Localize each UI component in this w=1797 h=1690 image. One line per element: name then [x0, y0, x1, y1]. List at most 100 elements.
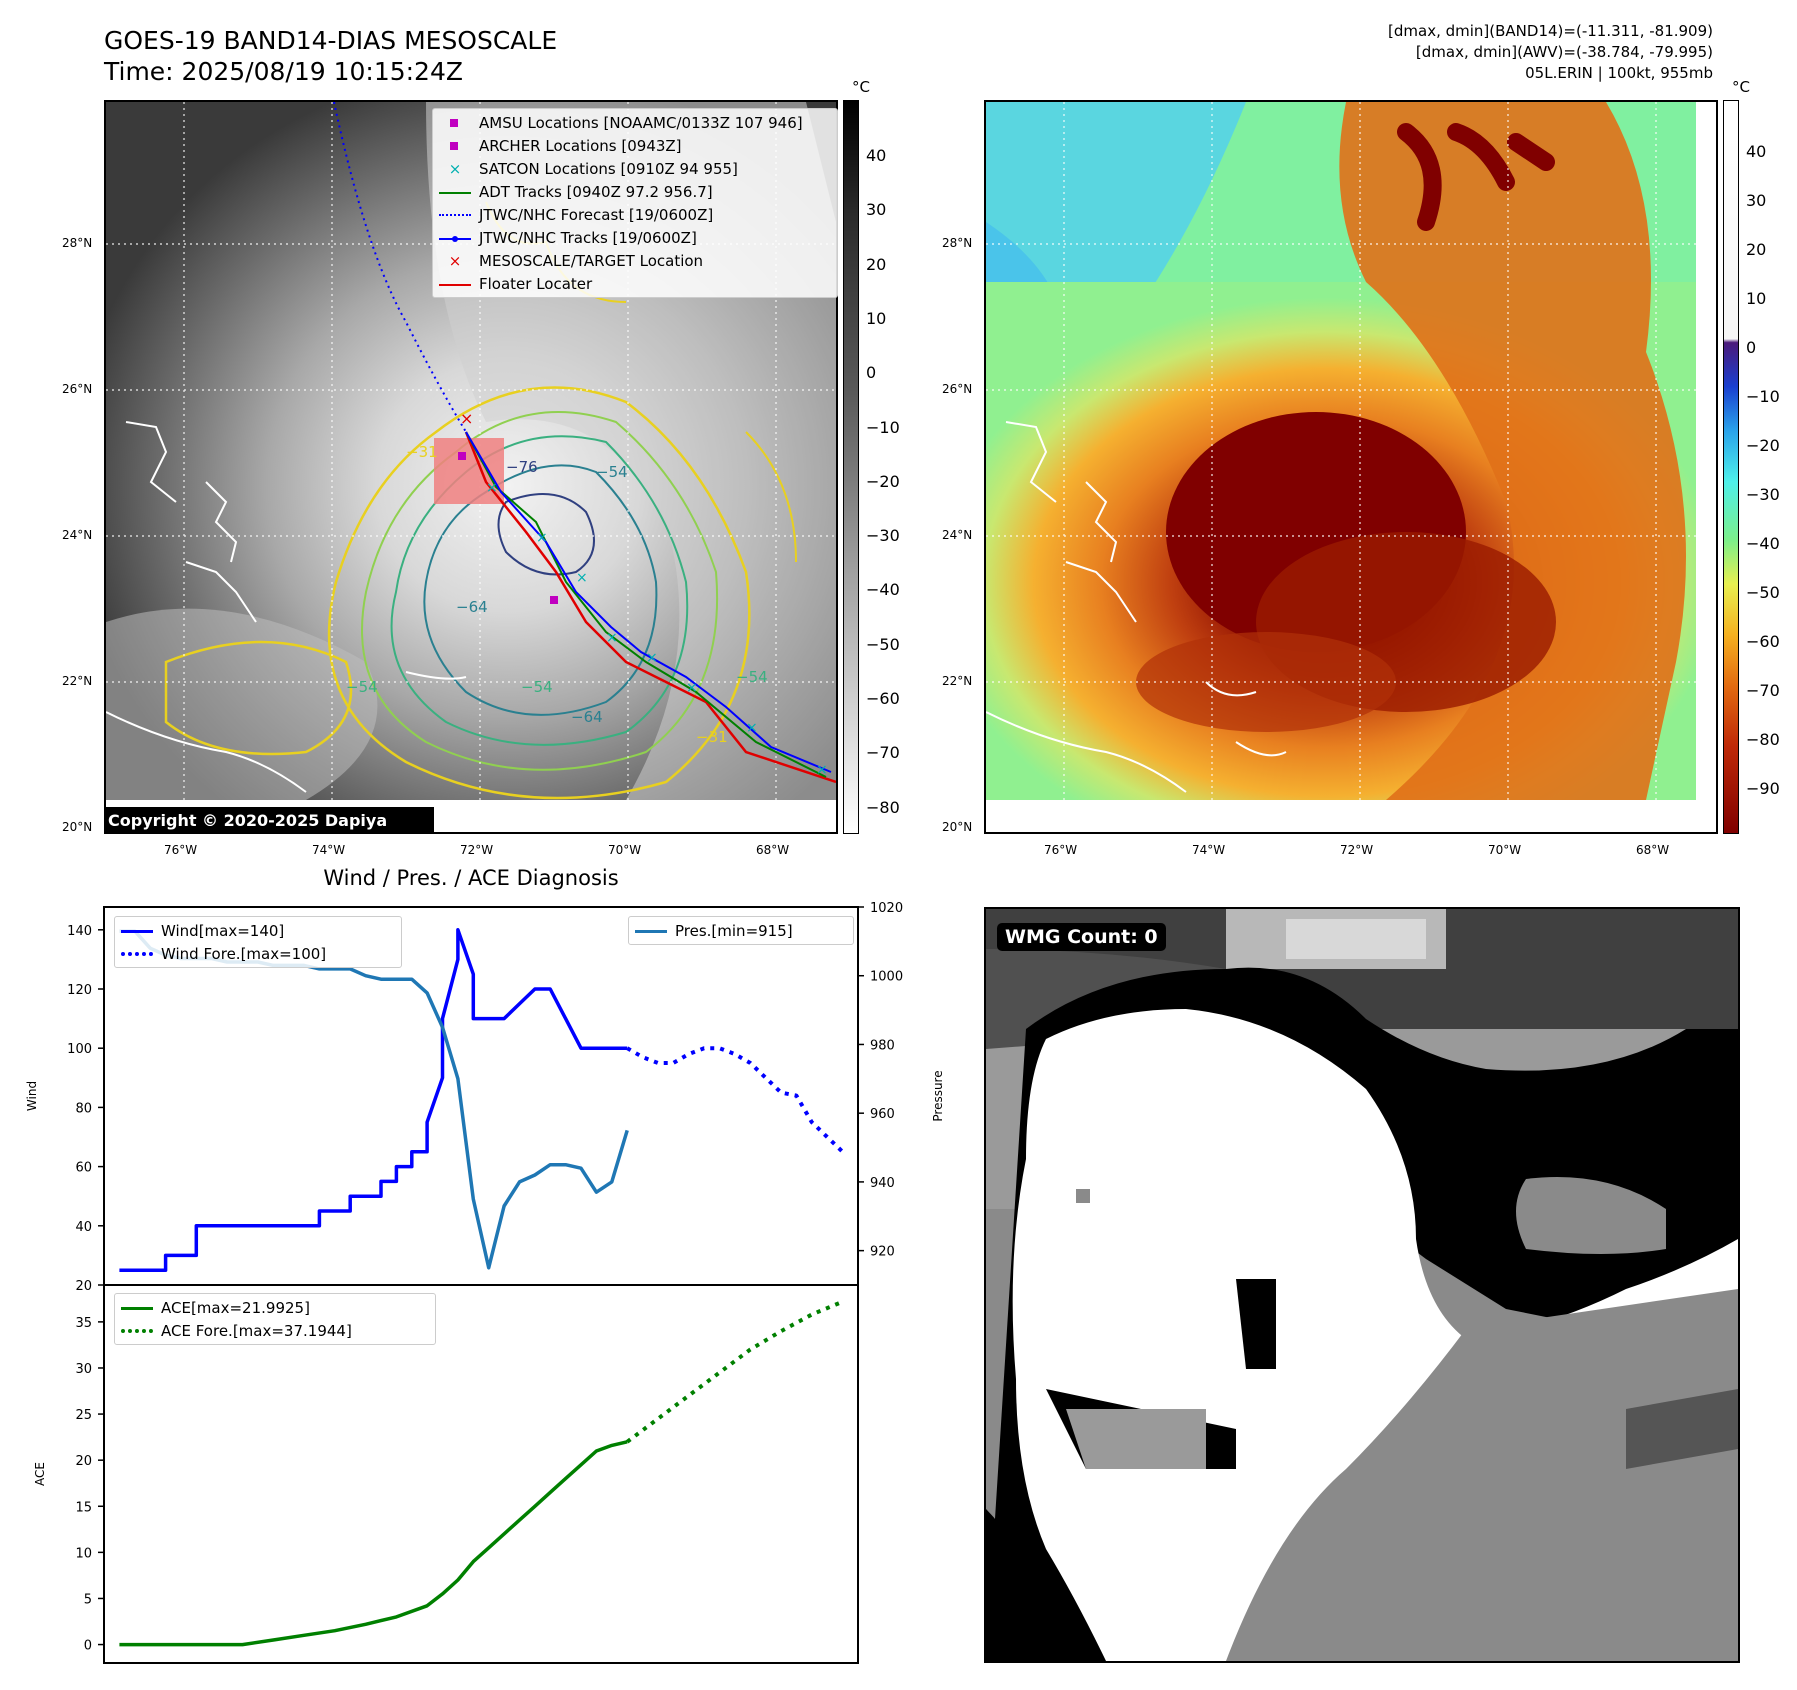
colorbar-tick-label: −80 — [1746, 730, 1780, 749]
svg-text:×: × — [460, 409, 473, 428]
lon-label: 76°W — [164, 843, 198, 857]
legend-entry-floater: Floater Locater — [437, 272, 833, 295]
colorbar-tick-label: −40 — [1746, 534, 1780, 553]
lon-label: 68°W — [1636, 843, 1670, 857]
colorbar-tick-label: −50 — [866, 634, 900, 654]
lon-label: 72°W — [1340, 843, 1374, 857]
colorbar-tick-label: −60 — [1746, 632, 1780, 651]
colorbar-tick-label: −90 — [1746, 779, 1780, 798]
ace-tick-label: 25 — [75, 1408, 92, 1423]
svg-text:×: × — [606, 630, 618, 646]
contour-label: −54 — [346, 678, 378, 696]
copyright-banner: Copyright © 2020-2025 Dapiya — [104, 807, 434, 834]
legend-entry-target: × MESOSCALE/TARGET Location — [448, 251, 704, 270]
awv-map-svg — [986, 102, 1716, 832]
legend-entry-wind: Wind[max=140] — [119, 919, 397, 942]
map-legend: AMSU Locations [NOAAMC/0133Z 107 946] AR… — [432, 108, 838, 298]
lat-label: 20°N — [942, 820, 973, 834]
lon-label: 70°W — [608, 843, 642, 857]
lon-label: 72°W — [460, 843, 494, 857]
legend-entry-pressure: Pres.[min=915] — [633, 919, 849, 942]
legend-entry-tracks: JTWC/NHC Tracks [19/0600Z] — [437, 226, 833, 249]
wind-tick-label: 120 — [67, 983, 92, 998]
wind-tick-label: 20 — [75, 1279, 92, 1294]
ace-tick-label: 30 — [75, 1362, 92, 1377]
contour-label: −54 — [521, 678, 553, 696]
colorbar-tick-label: 30 — [866, 200, 887, 220]
storm-info: 05L.ERIN | 100kt, 955mb — [1525, 64, 1713, 82]
ace-tick-label: 15 — [75, 1500, 92, 1515]
colorbar-tick-label: 20 — [866, 254, 887, 274]
wmg-count-badge: WMG Count: 0 — [997, 923, 1166, 951]
band14-stats: [dmax, dmin](BAND14)=(-11.311, -81.909) — [1388, 22, 1713, 40]
lon-label: 74°W — [312, 843, 346, 857]
ace-tick-label: 20 — [75, 1454, 92, 1469]
diagnosis-title: Wind / Pres. / ACE Diagnosis — [323, 866, 619, 890]
ace-axis-label: ACE — [33, 1462, 47, 1486]
pressure-tick-label: 1020 — [870, 901, 903, 916]
svg-text:×: × — [816, 762, 828, 778]
svg-text:×: × — [536, 530, 548, 546]
ace-axes-frame — [103, 1284, 859, 1664]
legend-entry-adt: ADT Tracks [0940Z 97.2 956.7] — [437, 180, 833, 203]
ace-tick-label: 5 — [84, 1592, 92, 1607]
contour-label: −54 — [736, 668, 768, 686]
wind-tick-label: 40 — [75, 1220, 92, 1235]
lat-label: 20°N — [62, 820, 93, 834]
lat-label: 24°N — [942, 528, 973, 542]
pressure-axis-label: Pressure — [931, 1070, 945, 1121]
svg-text:×: × — [646, 650, 658, 666]
awv-colorbar — [1723, 100, 1739, 834]
lon-label: 74°W — [1192, 843, 1226, 857]
lon-label: 68°W — [756, 843, 790, 857]
colorbar-tick-label: 40 — [1746, 142, 1767, 161]
svg-text:×: × — [576, 570, 588, 586]
contour-label: −76 — [506, 458, 538, 476]
wind-legend: Wind[max=140] Wind Fore.[max=100] — [114, 916, 402, 968]
pressure-tick-label: 940 — [870, 1176, 895, 1191]
lon-label: 70°W — [1488, 843, 1522, 857]
lat-label: 26°N — [942, 382, 973, 396]
legend-entry-amsu: AMSU Locations [NOAAMC/0133Z 107 946] — [437, 111, 833, 134]
lat-label: 28°N — [942, 236, 973, 250]
pressure-tick-label: 1000 — [870, 970, 903, 985]
colorbar-tick-label: 0 — [866, 363, 877, 383]
colorbar-tick-label: −20 — [866, 471, 900, 491]
lon-label: 76°W — [1044, 843, 1078, 857]
svg-text:×: × — [686, 680, 698, 696]
svg-text:×: × — [746, 720, 758, 736]
series-line-2 — [119, 929, 629, 1270]
wmg-panel — [984, 907, 1740, 1663]
colorbar-tick-label: −50 — [1746, 583, 1780, 602]
legend-entry-forecast: JTWC/NHC Forecast [19/0600Z] — [437, 203, 833, 226]
svg-text:×: × — [486, 480, 498, 496]
colorbar-tick-label: −20 — [1746, 436, 1780, 455]
colorbar-tick-label: −70 — [1746, 681, 1780, 700]
ace-tick-label: 0 — [84, 1639, 92, 1654]
colorbar-tick-label: 20 — [1746, 240, 1767, 259]
colorbar-tick-label: −60 — [866, 689, 900, 708]
pressure-legend: Pres.[min=915] — [628, 916, 854, 945]
pressure-tick-label: 920 — [870, 1245, 895, 1260]
colorbar-tick-label: −10 — [866, 417, 900, 437]
colorbar-tick-label: −70 — [866, 743, 900, 763]
colorbar-tick-label: −40 — [866, 580, 900, 600]
series-line-4 — [626, 1299, 844, 1444]
colorbar-tick-label: −30 — [866, 526, 900, 546]
wmg-svg — [986, 909, 1738, 1661]
colorbar-tick-label: −30 — [1746, 485, 1780, 504]
diagnosis-chart: 1401201008060402010201000980960940920353… — [25, 901, 945, 1664]
colorbar2-unit: °C — [1732, 78, 1750, 96]
grayscale-colorbar — [843, 100, 859, 834]
contour-label: −64 — [571, 708, 603, 726]
legend-entry-satcon: × SATCON Locations [0910Z 94 955] — [448, 159, 738, 178]
colorbar-tick-label: −80 — [866, 797, 900, 817]
ace-legend: ACE[max=21.9925] ACE Fore.[max=37.1944] — [114, 1293, 436, 1345]
legend-entry-wind-fore: Wind Fore.[max=100] — [119, 942, 397, 965]
lat-label: 28°N — [62, 236, 93, 250]
series-line-1 — [626, 1046, 844, 1154]
wind-tick-label: 100 — [67, 1042, 92, 1057]
ace-tick-label: 35 — [75, 1316, 92, 1331]
colorbar-tick-label: 0 — [1746, 338, 1757, 357]
colorbar-tick-label: 30 — [1746, 191, 1767, 210]
